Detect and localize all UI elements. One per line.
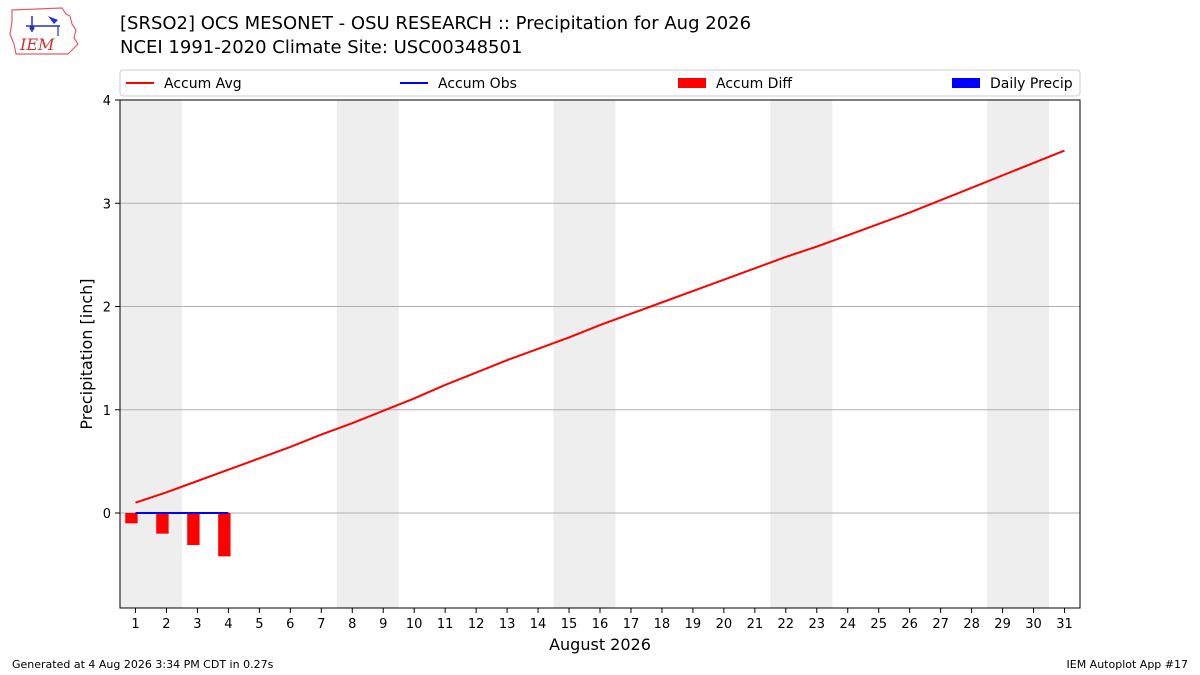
x-tick-label: 14	[530, 617, 547, 632]
x-tick-label: 22	[778, 617, 795, 632]
grid-lines	[120, 202, 1080, 514]
y-axis-label: Precipitation [inch]	[77, 278, 96, 429]
bar-accum-diff	[218, 513, 231, 557]
x-tick-label: 26	[901, 617, 918, 632]
lines-layer	[135, 149, 1065, 515]
weekend-band	[987, 100, 1050, 608]
legend-label: Daily Precip	[990, 76, 1073, 92]
y-tick-label: 0	[103, 507, 111, 522]
x-tick-label: 8	[348, 617, 356, 632]
bar-accum-diff	[187, 513, 200, 546]
x-tick-label: 3	[193, 617, 201, 632]
x-tick-label: 25	[870, 617, 887, 632]
x-tick-label: 1	[131, 617, 139, 632]
chart-title: [SRSO2] OCS MESONET - OSU RESEARCH :: Pr…	[120, 13, 752, 34]
logo-text: IEM	[19, 35, 55, 54]
y-axis-ticks: 0 1 2 3 4	[103, 94, 120, 522]
x-tick-label: 10	[406, 617, 423, 632]
x-axis-label: August 2026	[549, 635, 651, 654]
x-tick-label: 21	[747, 617, 764, 632]
legend-swatch	[678, 78, 706, 88]
x-tick-label: 23	[809, 617, 826, 632]
legend: Accum Avg Accum Obs Accum Diff Daily Precip	[119, 69, 1081, 97]
x-tick-label: 24	[839, 617, 856, 632]
x-tick-label: 9	[379, 617, 387, 632]
y-tick-label: 2	[103, 301, 111, 316]
x-tick-label: 12	[468, 617, 485, 632]
x-tick-label: 11	[437, 617, 454, 632]
x-tick-label: 27	[932, 617, 949, 632]
x-tick-label: 7	[317, 617, 325, 632]
iem-logo: IEM	[9, 7, 79, 55]
y-tick-label: 4	[103, 94, 111, 109]
legend-label: Accum Obs	[438, 76, 517, 92]
x-tick-label: 28	[963, 617, 980, 632]
bars-layer	[125, 513, 231, 557]
x-tick-label: 17	[623, 617, 640, 632]
legend-label: Accum Diff	[716, 76, 792, 92]
x-tick-label: 16	[592, 617, 609, 632]
bar-accum-diff	[156, 513, 169, 534]
x-tick-label: 2	[162, 617, 170, 632]
legend-box	[119, 69, 1081, 97]
weekend-shading	[120, 100, 1050, 608]
legend-swatch	[952, 78, 980, 88]
x-tick-label: 4	[224, 617, 232, 632]
x-tick-label: 5	[255, 617, 263, 632]
line-accum-avg	[135, 149, 1065, 504]
x-tick-label: 31	[1056, 617, 1073, 632]
bar-accum-diff	[125, 513, 138, 524]
x-tick-label: 29	[994, 617, 1011, 632]
x-axis-ticks: 1 2 3 4 5 6 7 8 9 10 11 12 13 14 15 16 17 18 19 20 21 22 23 24 2…	[131, 608, 1073, 632]
weekend-band	[336, 100, 399, 608]
weekend-band	[553, 100, 616, 608]
y-tick-label: 1	[103, 404, 111, 419]
x-tick-label: 15	[561, 617, 578, 632]
x-tick-label: 30	[1025, 617, 1042, 632]
x-tick-label: 13	[499, 617, 516, 632]
x-tick-label: 6	[286, 617, 294, 632]
legend-label: Accum Avg	[164, 76, 242, 92]
y-tick-label: 3	[103, 197, 111, 212]
x-tick-label: 20	[716, 617, 733, 632]
chart-subtitle: NCEI 1991-2020 Climate Site: USC00348501	[120, 37, 523, 58]
x-tick-label: 18	[654, 617, 671, 632]
x-tick-label: 19	[685, 617, 702, 632]
footer-app: IEM Autoplot App #17	[1066, 658, 1189, 671]
weekend-band	[120, 100, 182, 608]
weekend-band	[770, 100, 833, 608]
footer-generated: Generated at 4 Aug 2026 3:34 PM CDT in 0…	[12, 658, 274, 671]
